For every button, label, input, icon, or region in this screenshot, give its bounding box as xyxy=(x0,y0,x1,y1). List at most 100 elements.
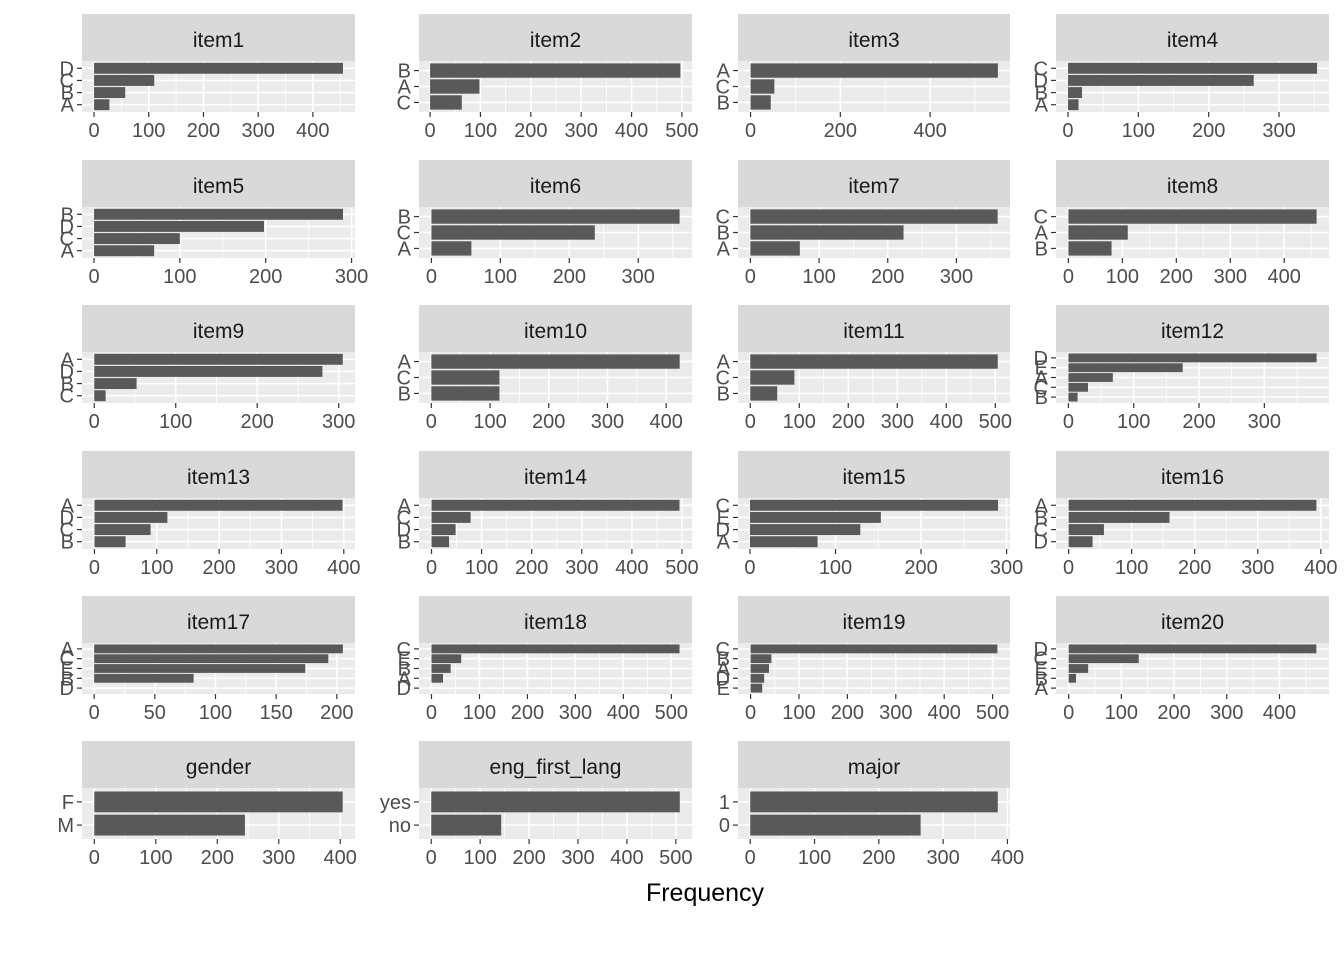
y-tick-label: E xyxy=(1035,358,1048,380)
strip-label-item16: item16 xyxy=(1161,466,1224,489)
y-tick-label: F xyxy=(62,792,74,814)
y-tick-label: A xyxy=(61,495,75,517)
x-tick-label: 100 xyxy=(139,847,172,869)
y-tick-label: C xyxy=(397,368,411,390)
y-tick-label: C xyxy=(60,649,74,671)
y-tick-label: B xyxy=(717,92,730,114)
bar-item13-B xyxy=(94,536,126,548)
y-tick-label: A xyxy=(717,352,731,374)
y-tick-label: D xyxy=(60,216,74,238)
y-tick-label: D xyxy=(397,678,411,700)
bar-major-1 xyxy=(750,791,998,813)
bar-item20-D xyxy=(1068,644,1317,654)
bar-item19-D xyxy=(750,673,765,683)
strip-item9 xyxy=(82,305,355,352)
x-tick-label: 400 xyxy=(327,557,360,579)
x-tick-label: 400 xyxy=(930,411,963,433)
bar-item19-A xyxy=(750,664,769,673)
y-tick-label: C xyxy=(1034,58,1048,80)
y-tick-label: B xyxy=(398,61,411,83)
bar-item1-B xyxy=(94,87,126,99)
x-tick-label: 0 xyxy=(89,557,100,579)
strip-label-item13: item13 xyxy=(187,466,250,489)
y-tick-label: no xyxy=(389,815,411,837)
y-tick-label: E xyxy=(1035,659,1048,681)
strip-label-item5: item5 xyxy=(193,175,244,198)
x-tick-label: 400 xyxy=(927,702,960,724)
bar-item12-B xyxy=(1068,392,1078,402)
strip-label-item3: item3 xyxy=(848,29,899,52)
bar-item17-B xyxy=(94,673,194,683)
y-tick-label: A xyxy=(61,349,75,371)
x-tick-label: 200 xyxy=(832,411,865,433)
bar-item1-D xyxy=(94,62,343,74)
y-tick-label: A xyxy=(1035,223,1049,245)
x-tick-label: 0 xyxy=(1063,411,1074,433)
x-tick-label: 300 xyxy=(879,702,912,724)
x-tick-label: 300 xyxy=(265,557,298,579)
bar-item20-E xyxy=(1068,664,1089,673)
bar-item3-C xyxy=(750,79,775,94)
bar-item16-B xyxy=(1068,511,1170,523)
x-tick-label: 200 xyxy=(824,120,857,142)
y-tick-label: M xyxy=(57,815,74,837)
bar-item16-A xyxy=(1068,499,1317,511)
strip-label-item18: item18 xyxy=(524,611,587,634)
x-tick-label: 100 xyxy=(463,847,496,869)
strip-item3 xyxy=(738,14,1010,61)
bar-item14-C xyxy=(431,511,471,523)
x-tick-label: 200 xyxy=(831,702,864,724)
bar-item18-E xyxy=(431,654,462,664)
y-tick-label: C xyxy=(60,520,74,542)
y-tick-label: C xyxy=(397,639,411,661)
y-tick-label: D xyxy=(60,507,74,529)
y-tick-label: E xyxy=(717,678,730,700)
bar-item5-D xyxy=(94,220,265,232)
strip-item1 xyxy=(82,14,355,61)
strip-label-item11: item11 xyxy=(843,320,904,343)
y-tick-label: C xyxy=(60,386,74,408)
bar-item10-B xyxy=(431,386,500,401)
y-tick-label: B xyxy=(61,668,74,690)
y-tick-label: C xyxy=(397,92,411,114)
x-tick-label: 0 xyxy=(88,120,99,142)
x-tick-label: 400 xyxy=(1263,702,1296,724)
bar-item6-B xyxy=(431,209,680,224)
bar-item4-A xyxy=(1067,99,1079,111)
y-tick-label: C xyxy=(1034,520,1048,542)
x-tick-label: 100 xyxy=(473,411,506,433)
y-tick-label: B xyxy=(717,649,730,671)
strip-item2 xyxy=(419,14,692,61)
strip-item13 xyxy=(82,451,355,498)
x-tick-label: 0 xyxy=(89,702,100,724)
y-tick-label: A xyxy=(717,61,731,83)
x-tick-label: 200 xyxy=(1157,702,1190,724)
strip-item6 xyxy=(419,160,692,207)
strip-label-major: major xyxy=(848,756,901,779)
bar-item1-A xyxy=(94,99,110,111)
x-tick-label: 100 xyxy=(783,411,816,433)
x-tick-label: 200 xyxy=(1160,266,1193,288)
strip-label-item8: item8 xyxy=(1167,175,1218,198)
bar-item9-B xyxy=(94,378,137,390)
x-tick-label: 100 xyxy=(782,702,815,724)
x-tick-label: 200 xyxy=(553,266,586,288)
x-tick-label: 0 xyxy=(1062,120,1073,142)
y-tick-label: D xyxy=(716,520,730,542)
y-tick-label: C xyxy=(716,639,730,661)
x-tick-label: 0 xyxy=(426,266,437,288)
y-tick-label: A xyxy=(61,639,75,661)
x-tick-label: 300 xyxy=(926,847,959,869)
x-tick-label: 0 xyxy=(425,120,436,142)
x-tick-label: 200 xyxy=(904,557,937,579)
strip-item18 xyxy=(419,596,692,643)
bar-item18-A xyxy=(431,673,443,683)
bar-item12-E xyxy=(1068,363,1183,373)
